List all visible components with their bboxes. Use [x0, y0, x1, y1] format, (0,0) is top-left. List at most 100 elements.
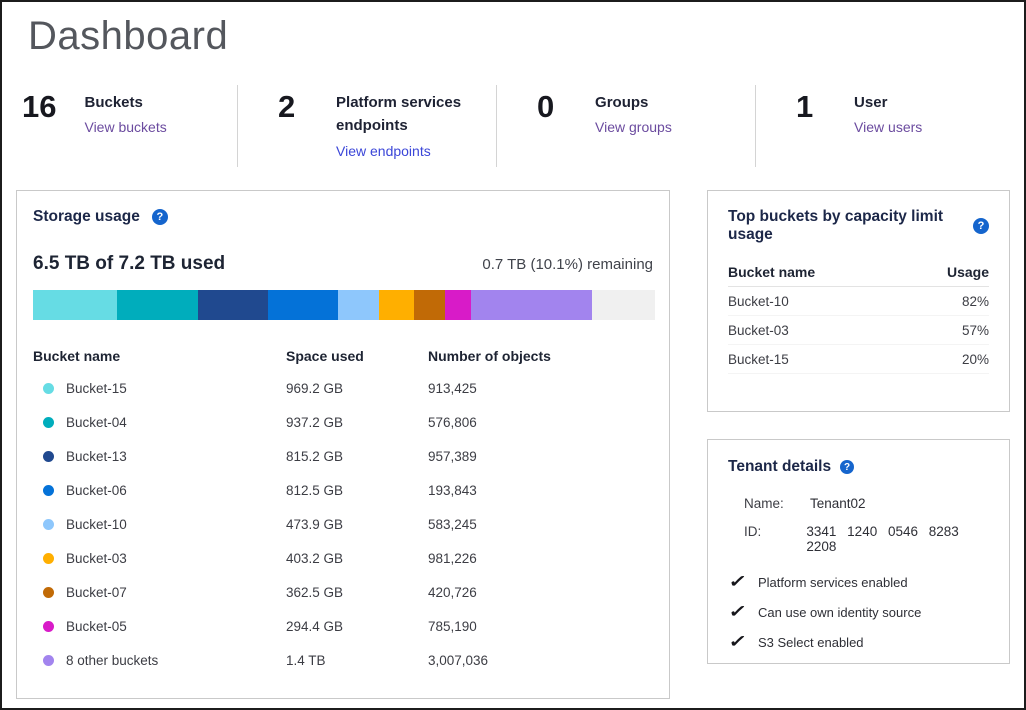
space-used-value: 1.4 TB: [286, 652, 326, 668]
bucket-name: Bucket-15: [728, 351, 789, 367]
storage-used-text: 6.5 TB of 7.2 TB used: [33, 253, 226, 274]
tenant-feature: ✓ S3 Select enabled: [728, 627, 989, 657]
help-icon[interactable]: ?: [973, 218, 989, 234]
table-row: Bucket-15 969.2 GB 913,425: [33, 371, 653, 405]
space-used-value: 812.5 GB: [286, 482, 344, 498]
tenant-feature-label: Can use own identity source: [758, 604, 922, 620]
number-of-objects-value: 957,389: [428, 448, 477, 464]
stat-value: 1: [796, 89, 814, 124]
tenant-feature: ✓ Platform services enabled: [728, 567, 989, 597]
bucket-name: Bucket-05: [66, 618, 127, 634]
stat-value: 2: [278, 89, 296, 124]
checkmark-icon: ✓: [727, 602, 748, 621]
bucket-name: 8 other buckets: [66, 652, 159, 668]
storage-bar-segment: [268, 290, 339, 320]
help-icon[interactable]: ?: [151, 209, 168, 225]
table-row: 8 other buckets 1.4 TB 3,007,036: [33, 643, 653, 677]
stat-link[interactable]: View users: [854, 119, 923, 136]
storage-bar-remaining-segment: [591, 290, 655, 320]
storage-bar-segment: [414, 290, 446, 320]
number-of-objects-value: 576,806: [428, 414, 477, 430]
bucket-color-dot: [43, 654, 54, 666]
tenant-features: ✓ Platform services enabled ✓ Can use ow…: [728, 567, 989, 657]
stat-label: Platform services endpoints: [336, 94, 462, 135]
table-row: Bucket-03 57%: [728, 316, 989, 345]
tenant-feature: ✓ Can use own identity source: [728, 597, 989, 627]
table-row: Bucket-03 403.2 GB 981,226: [33, 541, 653, 575]
usage-value: 57%: [961, 322, 989, 338]
storage-usage-panel: Storage usage ? 6.5 TB of 7.2 TB used 0.…: [16, 190, 670, 699]
space-used-value: 294.4 GB: [286, 618, 344, 634]
bucket-name: Bucket-13: [66, 448, 127, 464]
stat-link[interactable]: View buckets: [84, 119, 167, 136]
top-buckets-body: Bucket-10 82% Bucket-03 57% Bucket-15 20…: [728, 287, 989, 374]
stat-card: 0 Groups View groups: [497, 85, 757, 167]
top-buckets-panel: Top buckets by capacity limit usage ? Bu…: [707, 190, 1010, 412]
bucket-color-dot: [43, 552, 54, 564]
tenant-field-value: Tenant02: [810, 496, 866, 511]
bucket-color-dot: [43, 416, 54, 428]
tenant-field: Name: Tenant02: [744, 496, 989, 511]
page-title: Dashboard: [28, 14, 229, 58]
bucket-color-dot: [43, 586, 54, 598]
bucket-name: Bucket-10: [728, 293, 789, 309]
bucket-table-header: Bucket name Space used Number of objects: [33, 341, 653, 371]
column-header-usage: Usage: [946, 264, 989, 280]
number-of-objects-value: 3,007,036: [428, 652, 489, 668]
storage-bar-segment: [445, 290, 471, 320]
usage-value: 20%: [961, 351, 989, 367]
stat-label: Buckets: [84, 94, 143, 111]
storage-bar-segment: [338, 290, 380, 320]
table-row: Bucket-13 815.2 GB 957,389: [33, 439, 653, 473]
bucket-name: Bucket-10: [66, 516, 127, 532]
bucket-color-dot: [43, 382, 54, 394]
storage-usage-bar: [33, 290, 655, 320]
number-of-objects-value: 420,726: [428, 584, 477, 600]
number-of-objects-value: 193,843: [428, 482, 477, 498]
stat-card: 2 Platform services endpoints View endpo…: [238, 85, 498, 167]
stat-label: User: [854, 94, 888, 111]
space-used-value: 473.9 GB: [286, 516, 344, 532]
table-row: Bucket-07 362.5 GB 420,726: [33, 575, 653, 609]
column-header-bucket-name: Bucket name: [728, 264, 816, 280]
stat-label: Groups: [595, 94, 649, 111]
storage-bar-segment: [470, 290, 592, 320]
stat-link[interactable]: View groups: [595, 119, 672, 136]
bucket-name: Bucket-06: [66, 482, 127, 498]
stat-value: 16: [22, 89, 57, 124]
tenant-feature-label: S3 Select enabled: [758, 634, 864, 650]
top-buckets-title: Top buckets by capacity limit usage: [728, 208, 944, 243]
bucket-name: Bucket-03: [66, 550, 127, 566]
tenant-details-panel: Tenant details ? Name: Tenant02 ID: 3341…: [707, 439, 1010, 664]
tenant-field-label: ID:: [744, 524, 762, 539]
column-header-space-used: Space used: [286, 348, 364, 364]
storage-bar-segment: [116, 290, 198, 320]
bucket-name: Bucket-15: [66, 380, 127, 396]
top-buckets-header: Bucket name Usage: [728, 258, 989, 287]
right-column: Top buckets by capacity limit usage ? Bu…: [707, 190, 1010, 664]
stat-card: 1 User View users: [756, 85, 1024, 167]
table-row: Bucket-15 20%: [728, 345, 989, 374]
stat-value: 0: [537, 89, 555, 124]
table-row: Bucket-10 82%: [728, 287, 989, 316]
column-header-bucket-name: Bucket name: [33, 348, 121, 364]
storage-remaining-text: 0.7 TB (10.1%) remaining: [482, 256, 653, 273]
space-used-value: 815.2 GB: [286, 448, 344, 464]
bucket-color-dot: [43, 518, 54, 530]
space-used-value: 969.2 GB: [286, 380, 344, 396]
stats-row: 16 Buckets View buckets 2 Platform servi…: [22, 85, 1024, 167]
tenant-field-label: Name:: [744, 496, 784, 511]
bucket-name: Bucket-03: [728, 322, 789, 338]
help-icon[interactable]: ?: [840, 460, 855, 474]
checkmark-icon: ✓: [727, 632, 748, 651]
stat-link[interactable]: View endpoints: [336, 142, 431, 159]
table-row: Bucket-05 294.4 GB 785,190: [33, 609, 653, 643]
column-header-number-of-objects: Number of objects: [428, 348, 551, 364]
tenant-field: ID: 3341 1240 0546 8283 2208: [744, 524, 989, 554]
table-row: Bucket-06 812.5 GB 193,843: [33, 473, 653, 507]
space-used-value: 362.5 GB: [286, 584, 344, 600]
bucket-table-body: Bucket-15 969.2 GB 913,425 Bucket-04 937…: [33, 371, 653, 677]
bucket-usage-table: Bucket name Space used Number of objects…: [33, 341, 653, 677]
top-buckets-table: Bucket name Usage Bucket-10 82% Bucket-0…: [728, 258, 989, 374]
